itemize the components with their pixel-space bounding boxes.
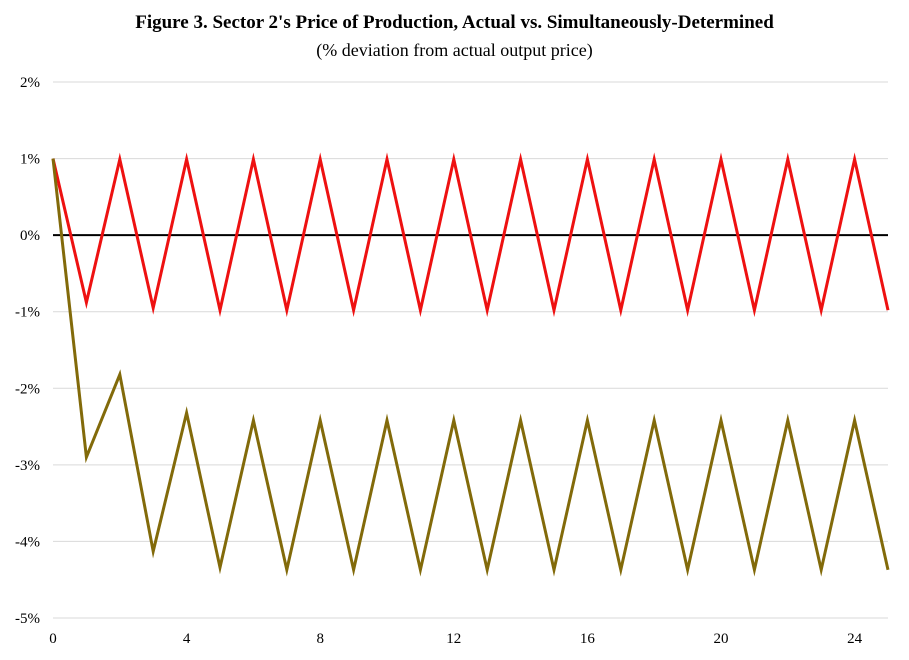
chart-title: Figure 3. Sector 2's Price of Production…: [135, 12, 774, 33]
x-tick-label: 20: [714, 631, 729, 647]
x-tick-label: 16: [580, 631, 596, 647]
y-tick-label: -1%: [15, 305, 40, 321]
y-tick-label: -2%: [15, 381, 40, 397]
series-lines: [51, 152, 890, 577]
x-tick-label: 0: [49, 631, 57, 647]
x-tick-label: 8: [316, 631, 324, 647]
x-tick-label: 12: [446, 631, 461, 647]
y-tick-label: -3%: [15, 458, 40, 474]
x-axis-tick-labels: 0 4 8 12 16 20 24: [49, 631, 862, 647]
x-tick-label: 24: [847, 631, 863, 647]
y-tick-label: -4%: [15, 534, 40, 550]
y-tick-label: 1%: [20, 152, 40, 168]
y-tick-label: 2%: [20, 75, 40, 91]
x-tick-label: 4: [183, 631, 191, 647]
chart-subtitle: (% deviation from actual output price): [316, 40, 593, 60]
y-tick-label: -5%: [15, 611, 40, 627]
series-line-2: [51, 158, 890, 577]
y-axis-tick-labels: 2% 1% 0% -1% -2% -3% -4% -5%: [15, 75, 40, 627]
y-tick-label: 0%: [20, 228, 40, 244]
series-line-1: [51, 152, 890, 318]
